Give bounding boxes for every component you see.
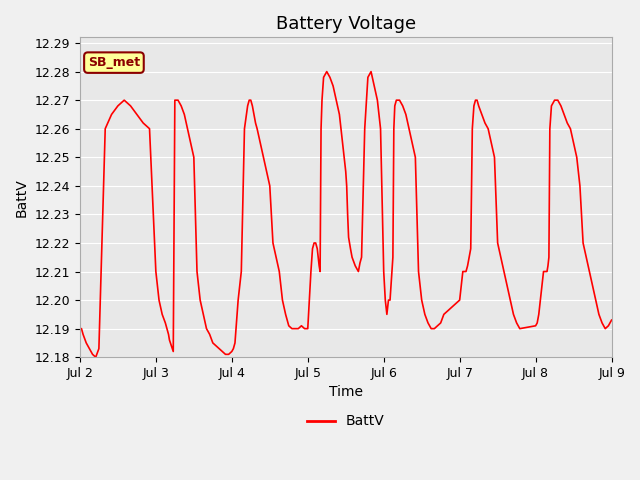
Legend: BattV: BattV: [301, 409, 390, 434]
BattV: [576, 183, 584, 189]
Line: BattV: BattV: [80, 72, 612, 357]
BattV: [424, 320, 432, 326]
BattV: [108, 111, 115, 117]
BattV: [323, 69, 331, 74]
BattV: [248, 103, 256, 109]
BattV: [608, 317, 616, 323]
BattV: [377, 126, 385, 132]
X-axis label: Time: Time: [329, 385, 363, 399]
Text: SB_met: SB_met: [88, 56, 140, 69]
BattV: [92, 354, 100, 360]
BattV: [76, 326, 84, 332]
Title: Battery Voltage: Battery Voltage: [276, 15, 416, 33]
Y-axis label: BattV: BattV: [15, 178, 29, 216]
BattV: [540, 269, 547, 275]
